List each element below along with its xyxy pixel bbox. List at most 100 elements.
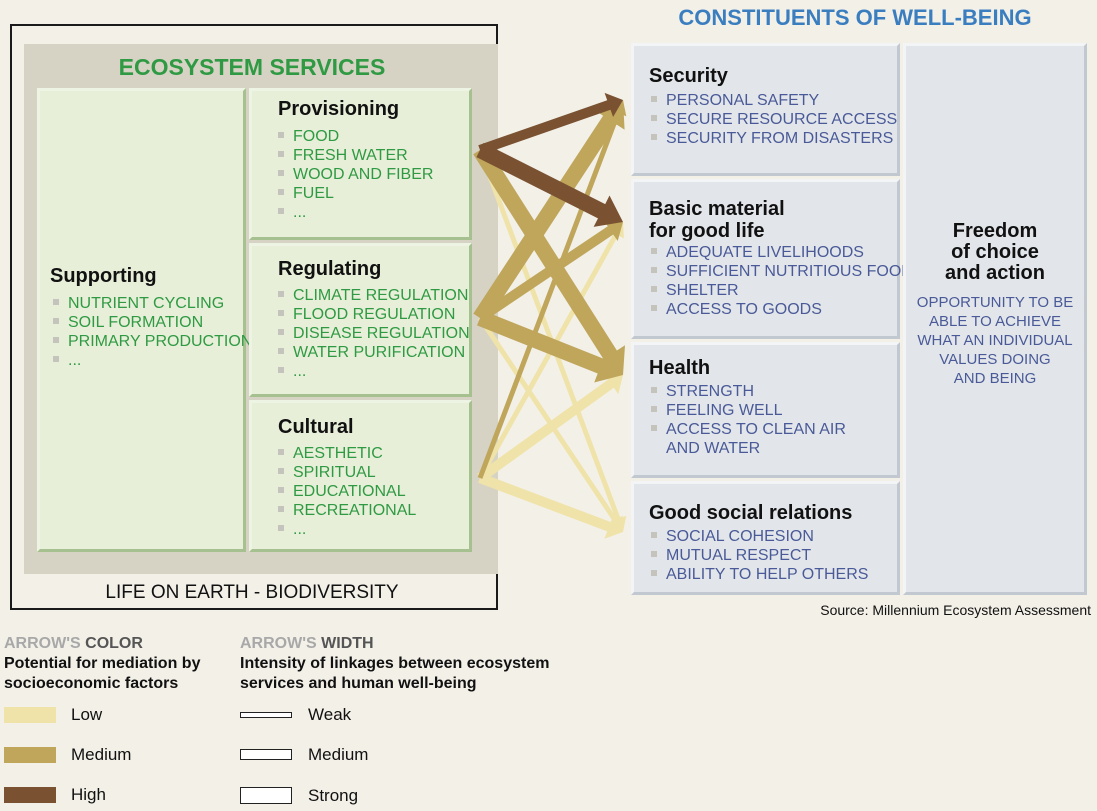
- list-item: ...: [278, 520, 416, 539]
- legend-medium-bar: [240, 749, 292, 760]
- legend-color-heading: ARROW'S COLOR: [4, 635, 143, 652]
- arrow-cultural-to-social: [478, 473, 623, 539]
- list-item: SECURITY FROM DISASTERS: [651, 129, 897, 148]
- arrow-regulating-to-security: [473, 100, 625, 323]
- list-item: FLOOD REGULATION: [278, 305, 470, 324]
- health-item: FEELING WELL: [651, 401, 846, 420]
- list-item: RECREATIONAL: [278, 501, 416, 520]
- bullet-icon: [278, 290, 284, 297]
- freedom-text-line: AND BEING: [953, 370, 1037, 387]
- list-item: ...: [278, 362, 470, 381]
- list-item: ADEQUATE LIVELIHOODS: [651, 243, 913, 262]
- freedom-title-line: and action: [944, 262, 1045, 284]
- basic-material-title-line2: for good life: [649, 220, 765, 242]
- list-item: WATER PURIFICATION: [278, 343, 470, 362]
- supporting-title: Supporting: [50, 265, 157, 287]
- freedom-title-line: of choice: [951, 241, 1039, 263]
- legend-color-subtitle: Potential for mediation by socioeconomic…: [4, 655, 201, 692]
- legend-width-heading: ARROW'S WIDTH: [240, 635, 374, 652]
- list-item: SOCIAL COHESION: [651, 527, 868, 546]
- list-item: SOIL FORMATION: [53, 313, 252, 332]
- bullet-icon: [651, 386, 657, 393]
- freedom-text-line: OPPORTUNITY TO BE: [916, 294, 1074, 311]
- bullet-icon: [278, 366, 284, 373]
- bullet-icon: [651, 266, 657, 273]
- legend-medium-width-label: Medium: [308, 745, 369, 764]
- bullet-icon: [651, 424, 657, 431]
- bullet-icon: [651, 304, 657, 311]
- legend-medium-swatch: [4, 747, 56, 763]
- list-item: ...: [278, 203, 433, 222]
- bullet-icon: [651, 95, 657, 102]
- basic-material-title-line1: Basic material: [649, 198, 785, 220]
- legend-weak-bar: [240, 712, 292, 718]
- bullet-icon: [53, 336, 59, 343]
- freedom-text-line: VALUES DOING: [939, 351, 1051, 368]
- bullet-icon: [651, 569, 657, 576]
- supporting-list: NUTRIENT CYCLING SOIL FORMATION PRIMARY PR…: [53, 294, 252, 370]
- arrow-provisioning-to-security: [478, 92, 623, 155]
- bullet-icon: [53, 298, 59, 305]
- bullet-icon: [651, 247, 657, 254]
- list-item: FRESH WATER: [278, 146, 433, 165]
- legend-strong-bar: [240, 787, 292, 804]
- list-item: SHELTER: [651, 281, 913, 300]
- regulating-panel: Regulating CLIMATE REGULATION FLOOD REGUL…: [249, 243, 472, 397]
- legend-weak-label: Weak: [308, 705, 352, 724]
- legend-medium-color-label: Medium: [71, 745, 132, 764]
- health-item: AND WATER: [666, 440, 761, 457]
- bullet-icon: [53, 355, 59, 362]
- basic-material-list: ADEQUATE LIVELIHOODS SUFFICIENT NUTRITIOU…: [651, 243, 913, 319]
- legend-high-swatch: [4, 787, 56, 803]
- freedom-text-line: WHAT AN INDIVIDUAL: [917, 332, 1073, 349]
- freedom-title-line: Freedom: [952, 220, 1038, 242]
- legend-high-label: High: [71, 785, 106, 804]
- cultural-title: Cultural: [278, 416, 354, 438]
- regulating-list: CLIMATE REGULATION FLOOD REGULATION DISEAS…: [278, 286, 470, 381]
- bullet-icon: [278, 328, 284, 335]
- basic-material-title: Basic material for good life: [649, 198, 785, 242]
- list-item: FUEL: [278, 184, 433, 203]
- health-item: STRENGTH: [651, 382, 846, 401]
- list-item: WOOD AND FIBER: [278, 165, 433, 184]
- list-item: PRIMARY PRODUCTION: [53, 332, 252, 351]
- arrow-provisioning-to-basic: [476, 142, 623, 227]
- arrow-provisioning-to-health: [473, 145, 625, 375]
- list-item: ACCESS TO GOODS: [651, 300, 913, 319]
- provisioning-panel: Provisioning FOOD FRESH WATER WOOD AND FIB…: [249, 88, 472, 240]
- list-item: ...: [53, 351, 252, 370]
- bullet-icon: [278, 505, 284, 512]
- bullet-icon: [278, 188, 284, 195]
- social-relations-title: Good social relations: [649, 502, 853, 524]
- list-item: SECURE RESOURCE ACCESS: [651, 110, 897, 129]
- bullet-icon: [651, 531, 657, 538]
- freedom-text-line: ABLE TO ACHIEVE: [928, 313, 1061, 330]
- bullet-icon: [53, 317, 59, 324]
- arrow-regulating-to-health: [477, 310, 623, 383]
- bullet-icon: [651, 405, 657, 412]
- supporting-panel: Supporting NUTRIENT CYCLING SOIL FORMATIO…: [37, 88, 252, 552]
- health-title: Health: [649, 357, 711, 379]
- provisioning-list: FOOD FRESH WATER WOOD AND FIBER FUEL...: [278, 127, 433, 222]
- cultural-list: AESTHETIC SPIRITUAL EDUCATIONAL RECREATIONA…: [278, 444, 416, 539]
- basic-material-box: Basic material for good life ADEQUATE LI…: [631, 179, 913, 339]
- bullet-icon: [278, 347, 284, 354]
- bullet-icon: [278, 486, 284, 493]
- list-item: MUTUAL RESPECT: [651, 546, 868, 565]
- list-item: DISEASE REGULATION: [278, 324, 470, 343]
- arrow-regulating-to-basic: [477, 219, 623, 323]
- arrow-cultural-to-health: [477, 373, 623, 483]
- biodiversity-label: LIFE ON EARTH - BIODIVERSITY: [105, 582, 399, 603]
- list-item: PERSONAL SAFETY: [651, 91, 897, 110]
- legend-low-label: Low: [71, 705, 103, 724]
- social-relations-list: SOCIAL COHESION MUTUAL RESPECT ABILITY TO …: [651, 527, 868, 584]
- constituents-title: CONSTITUENTS OF WELL-BEING: [678, 5, 1032, 30]
- security-list: PERSONAL SAFETY SECURE RESOURCE ACCESS SEC…: [651, 91, 897, 148]
- legend-low-swatch: [4, 707, 56, 723]
- list-item: SUFFICIENT NUTRITIOUS FOOD: [651, 262, 913, 281]
- bullet-icon: [278, 309, 284, 316]
- list-item: EDUCATIONAL: [278, 482, 416, 501]
- bullet-icon: [278, 467, 284, 474]
- security-box: Security PERSONAL SAFETY SECURE RESOURCE …: [631, 43, 900, 176]
